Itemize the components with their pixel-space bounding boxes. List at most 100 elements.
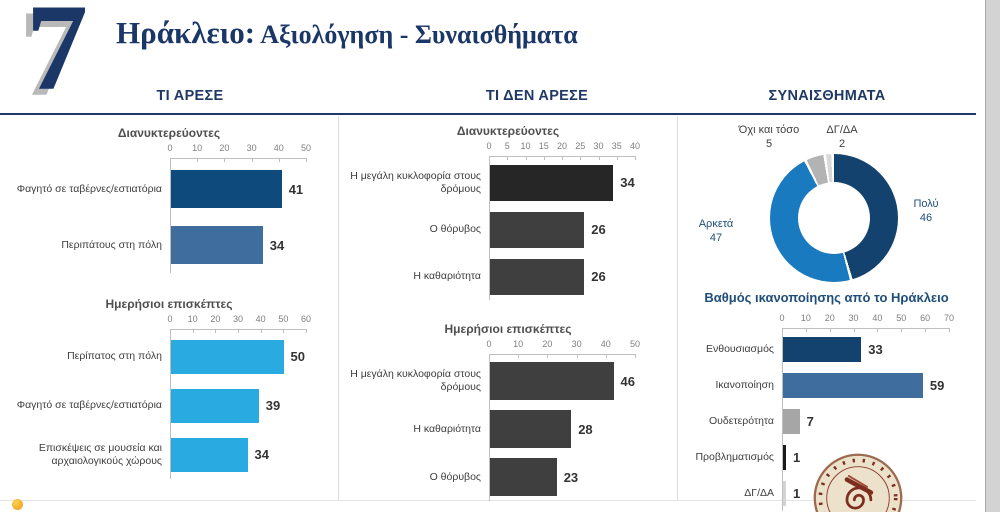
- axis-tick-label: 50: [278, 314, 289, 324]
- axis-tick-label: 35: [611, 141, 622, 151]
- chart-emotions: 0 10 20 30 40 50 60 70 Ενθουσιασμός 33 Ικανοποίηση…: [678, 311, 975, 511]
- donut-label-dgda: ΔΓ/ΔΑ 2: [816, 124, 868, 152]
- bar-row: Ο θόρυβος 23: [339, 453, 677, 501]
- bar-track: 34: [170, 217, 306, 273]
- axis-tick-label: 10: [513, 339, 524, 349]
- donut-label-text: Όχι και τόσο: [738, 124, 800, 136]
- axis-tick-mark: [251, 158, 253, 162]
- bar-track: 46: [489, 357, 635, 405]
- x-axis-row: 0 10 20 30 40 50: [0, 141, 338, 162]
- x-axis: 0 10 20 30 40 50: [167, 143, 311, 162]
- bar-track: 41: [170, 161, 306, 217]
- category-label: Η καθαριότητα: [413, 422, 481, 435]
- axis-tick-mark: [877, 328, 879, 332]
- axis-tick-label: 20: [210, 314, 221, 324]
- bar-track: 1: [782, 439, 949, 475]
- bar-value-label: 26: [591, 222, 606, 237]
- bar-value-label: 41: [288, 181, 304, 197]
- section-header-liked: ΤΙ ΑΡΕΣΕ: [156, 88, 224, 104]
- axis-tick-label: 30: [848, 313, 859, 323]
- slide-number: 7: [26, 0, 88, 116]
- axis-tick-label: 15: [538, 141, 549, 151]
- donut-label-value: 46: [919, 211, 933, 224]
- axis-tick-label: 60: [920, 313, 931, 323]
- axis-tick-mark: [260, 329, 262, 333]
- axis-tick-mark: [306, 158, 307, 162]
- axis-tick-label: 40: [600, 339, 611, 349]
- section-headers: ΤΙ ΑΡΕΣΕ ΤΙ ΔΕΝ ΑΡΕΣΕ ΣΥΝΑΙΣΘΗΜΑΤΑ: [0, 88, 976, 104]
- axis-tick-label: 25: [575, 141, 586, 151]
- bar-track: 26: [489, 253, 635, 300]
- axis-tick-mark: [782, 328, 783, 332]
- donut-ring: [770, 154, 898, 282]
- bar-row: Ενθουσιασμός 33: [678, 331, 975, 367]
- category-label: Προβληματισμός: [695, 450, 774, 463]
- bar-row: ΔΓ/ΔΑ 1: [678, 475, 975, 511]
- donut-label-not-so-much: Όχι και τόσο 5: [726, 124, 812, 152]
- chart-title: Ημερήσιοι επισκέπτες: [444, 322, 572, 336]
- axis-tick-label: 20: [824, 313, 835, 323]
- axis-tick-label: 40: [872, 313, 883, 323]
- axis-tick-mark: [829, 328, 831, 332]
- axis-tick-mark: [853, 328, 855, 332]
- chart-title: Ημερήσιοι επισκέπτες: [105, 297, 233, 311]
- category-label: Ουδετερότητα: [709, 414, 774, 427]
- axis-tick-mark: [224, 158, 226, 162]
- axis-tick-label: 20: [556, 141, 568, 151]
- axis-tick-label: 30: [246, 143, 257, 153]
- bar: [783, 408, 800, 434]
- axis-tick-mark: [925, 328, 927, 332]
- bar: [490, 362, 614, 400]
- axis-tick-mark: [543, 156, 545, 160]
- title-city: Ηράκλειο:: [116, 15, 256, 50]
- axis-tick-label: 30: [593, 141, 604, 151]
- donut-hole: [798, 182, 870, 254]
- category-label: Φαγητό σε ταβέρνες/εστιατόρια: [16, 399, 162, 412]
- axis-tick-label: 10: [192, 143, 203, 153]
- category-label: Η μεγάλη κυκλοφορία στους δρόμους: [350, 368, 481, 393]
- bar-track: 34: [170, 430, 306, 479]
- axis-tick-mark: [580, 156, 582, 160]
- axis-tick-mark: [635, 156, 636, 160]
- bar-track: 23: [489, 453, 635, 501]
- bar: [171, 388, 259, 423]
- chart-title: Διανυκτερεύοντες: [456, 124, 560, 138]
- column-emotions: Πολύ 46 Αρκετά 47 Όχι και τόσο 5 ΔΓ/ΔΑ 2…: [678, 116, 975, 511]
- axis-tick-label: 50: [629, 339, 641, 349]
- page-title: Ηράκλειο: Αξιολόγηση - Συναισθήματα: [116, 14, 578, 51]
- axis-tick-mark: [170, 158, 171, 162]
- axis-tick-mark: [489, 354, 490, 358]
- partial-watermark-dot: [12, 499, 23, 510]
- axis-tick-label: 20: [219, 143, 230, 153]
- category-label: Η μεγάλη κυκλοφορία στους δρόμους: [350, 169, 481, 195]
- category-label: Η καθαριότητα: [413, 270, 481, 283]
- x-axis-row: 0 10 20 30 40 50: [339, 337, 677, 358]
- bar-value-label: 46: [620, 373, 635, 389]
- axis-tick-mark: [805, 328, 807, 332]
- donut-label-value: 5: [765, 137, 773, 150]
- bar-value-label: 33: [868, 341, 883, 357]
- axis-tick-mark: [283, 329, 285, 333]
- bar-row: Ουδετερότητα 7: [678, 403, 975, 439]
- bar-value-label: 50: [290, 349, 305, 364]
- donut-label-value: 47: [709, 231, 723, 244]
- bar-value-label: 34: [620, 175, 635, 190]
- bar-track: 59: [782, 367, 949, 403]
- axis-tick-mark: [170, 329, 171, 333]
- chart-liked-overnight: Διανυκτερεύοντες 0 10 20 30 40 50 Φαγητό σε τα…: [0, 126, 338, 273]
- bar-track: 39: [170, 381, 306, 430]
- axis-tick-label: 30: [232, 314, 244, 324]
- x-axis-row: 0 10 20 30 40 50 60 70: [678, 311, 975, 332]
- content-area: Διανυκτερεύοντες 0 10 20 30 40 50 Φαγητό σε τα…: [0, 116, 976, 511]
- chart-liked-day: Ημερήσιοι επισκέπτες 0 10 20 30 40 50 60 Περίπα…: [0, 297, 338, 479]
- axis-tick-mark: [616, 156, 618, 160]
- axis-tick-label: 70: [943, 313, 955, 323]
- bar-row: Περιπάτους στη πόλη 34: [0, 217, 338, 273]
- bar-row: Περίπατος στη πόλη 50: [0, 332, 338, 381]
- axis-tick-label: 60: [300, 314, 312, 324]
- bar-track: 28: [489, 405, 635, 453]
- donut-caption: Βαθμός ικανοποίησης από το Ηράκλειο: [704, 290, 949, 305]
- chart-title: Διανυκτερεύοντες: [117, 126, 221, 140]
- axis-tick-label: 10: [520, 141, 531, 151]
- bar: [783, 480, 786, 506]
